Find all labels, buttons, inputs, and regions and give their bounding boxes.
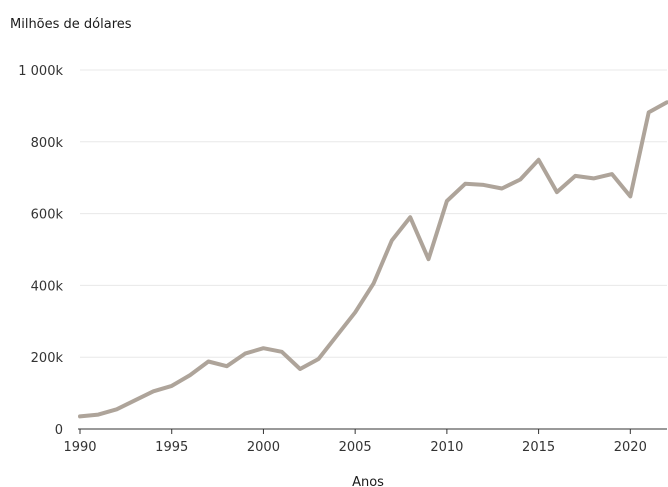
y-tick-label: 200k (31, 351, 64, 366)
y-tick-label: 400k (31, 279, 64, 294)
x-tick-label: 2020 (614, 440, 647, 455)
x-axis-ticks: 1990 1995 2000 2005 2010 2015 2020 (63, 429, 647, 455)
x-tick-label: 1990 (63, 440, 96, 455)
x-tick-label: 2010 (430, 440, 463, 455)
y-tick-label: 0 (55, 423, 63, 438)
y-tick-label: 600k (31, 208, 64, 223)
y-axis-tick-labels: 0 200k 400k 600k 800k 1 000k (18, 64, 63, 438)
x-tick-label: 2000 (247, 440, 280, 455)
x-tick-label: 2015 (522, 440, 555, 455)
y-tick-label: 800k (31, 136, 64, 151)
x-axis-title: Anos (352, 475, 384, 487)
y-axis-title: Milhões de dólares (10, 17, 132, 32)
y-tick-label: 1 000k (18, 64, 63, 79)
grid-lines (80, 69, 667, 358)
x-tick-label: 2005 (339, 440, 372, 455)
series-line (78, 100, 668, 419)
x-tick-label: 1995 (155, 440, 188, 455)
